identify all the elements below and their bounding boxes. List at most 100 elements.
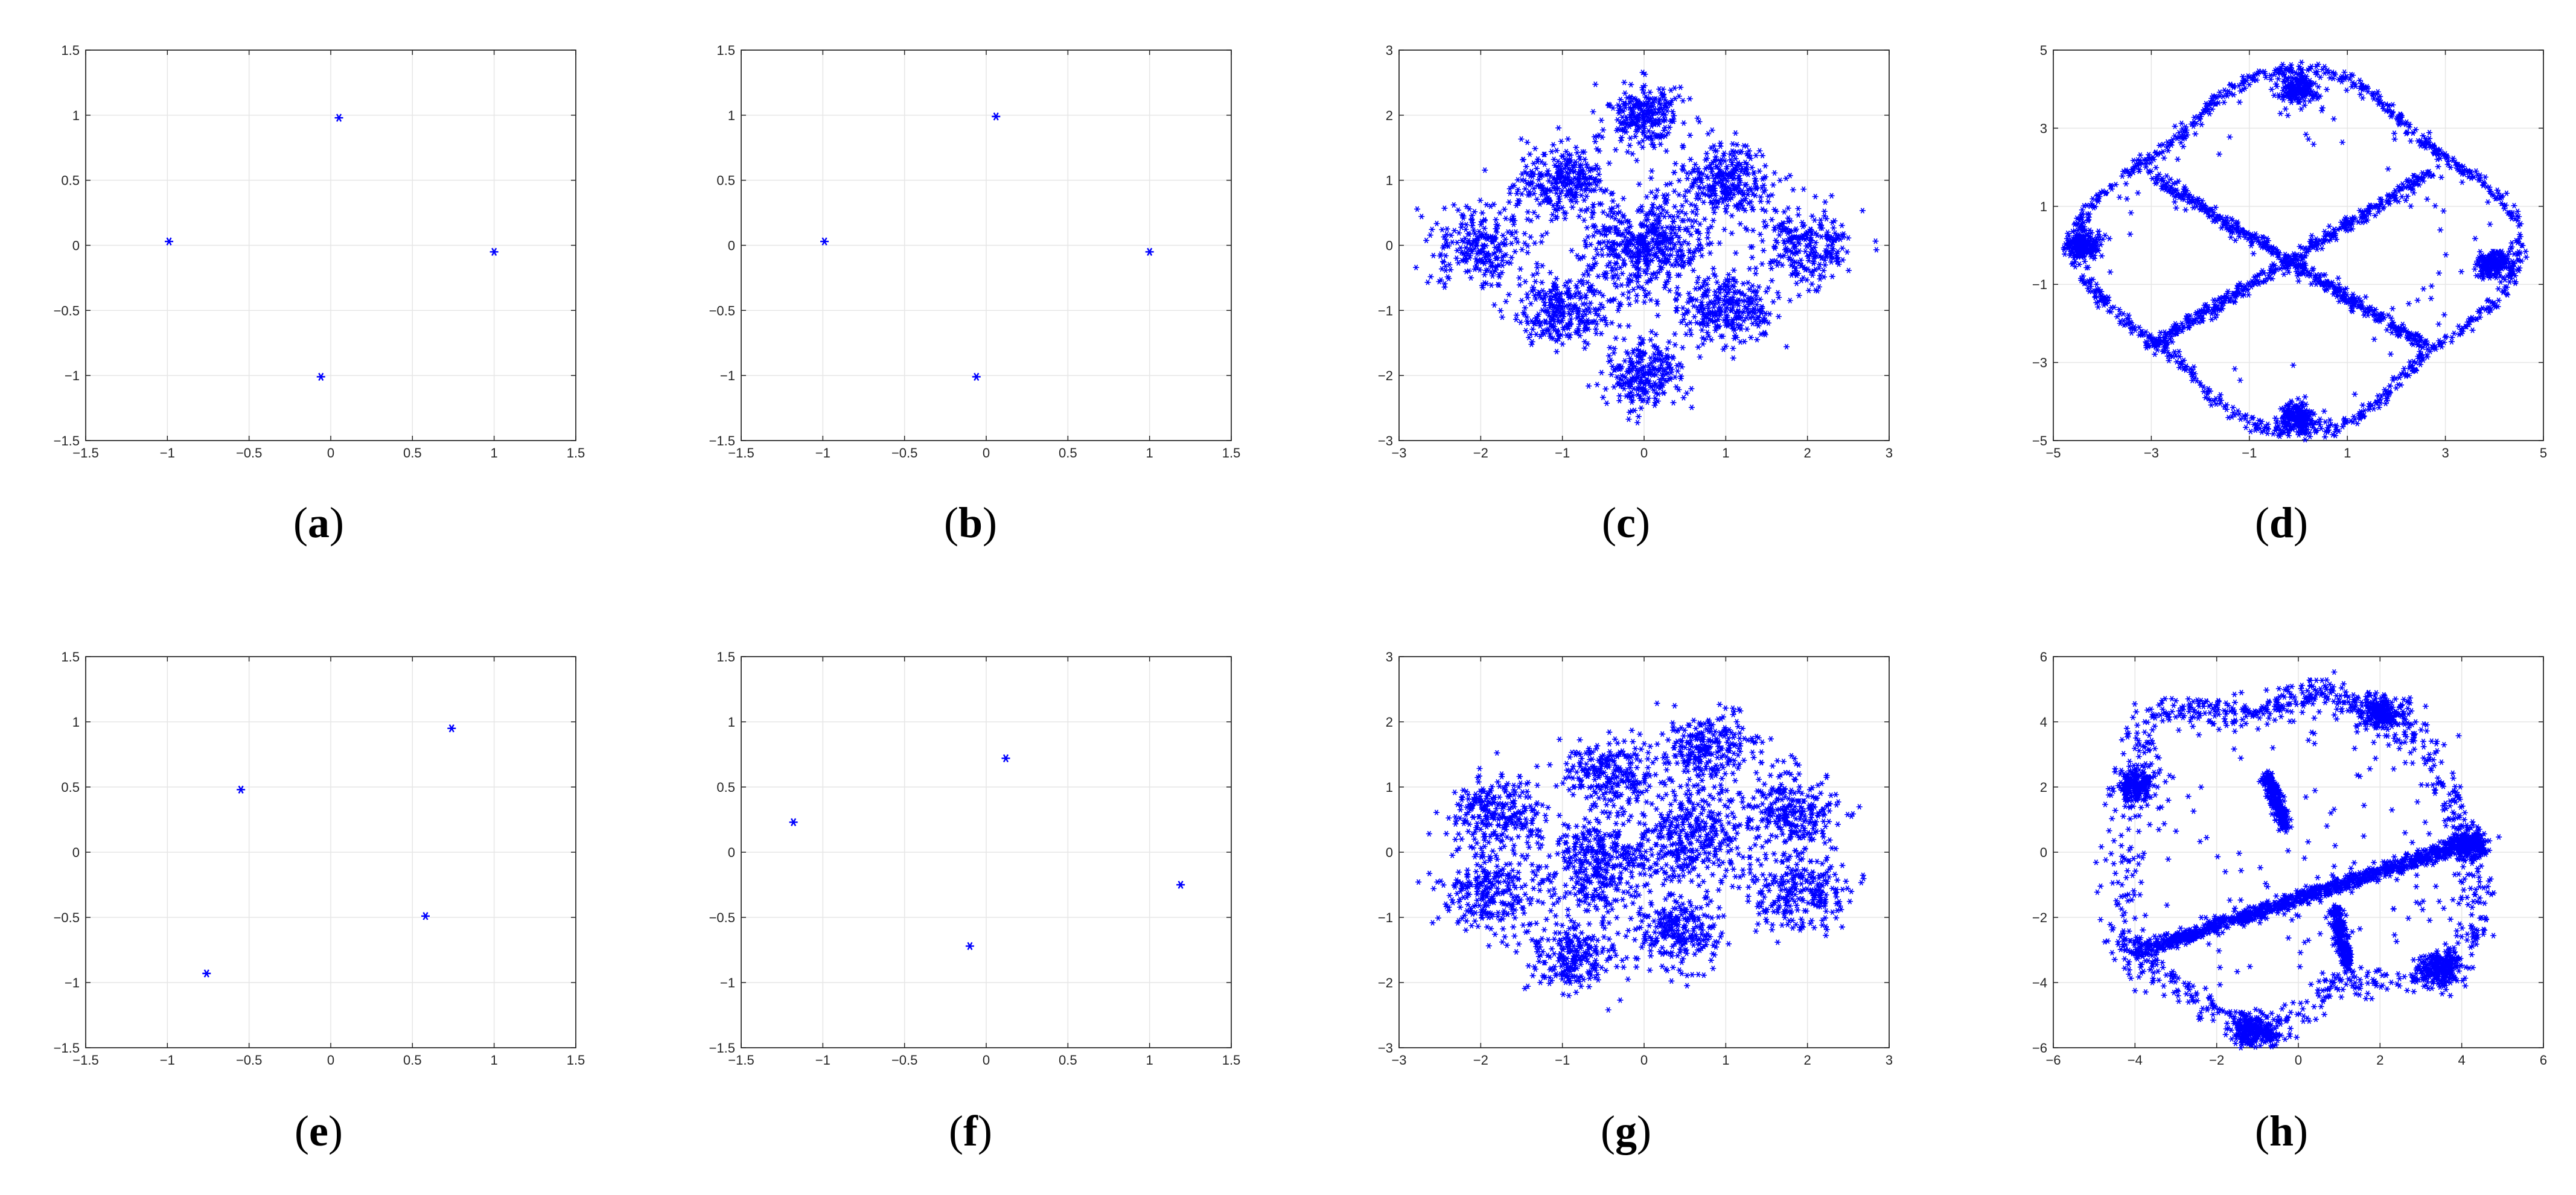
panel-caption: (d) xyxy=(2255,499,2308,547)
x-tick-label: −3 xyxy=(2144,445,2159,460)
panel-caption: (g) xyxy=(1601,1107,1651,1155)
y-tick-label: 1 xyxy=(1386,780,1393,795)
y-tick-label: −1 xyxy=(1378,303,1393,318)
x-tick-label: −1 xyxy=(160,445,175,460)
y-tick-label: −1 xyxy=(2032,277,2047,292)
scatter-points xyxy=(1415,700,1867,1013)
scatter-points xyxy=(820,112,1154,381)
caption-close-paren: ) xyxy=(983,499,997,547)
y-tick-label: 0 xyxy=(728,845,735,860)
caption-close-paren: ) xyxy=(1636,499,1650,547)
panel-e: −1.5 −1 −0.5 0 0.5 1 1.5 1.5 1 0.5 0 −0.5 −1 −1.5 (e) xyxy=(54,649,585,1155)
x-tick-label: −0.5 xyxy=(236,1053,262,1068)
x-tick-label: 1 xyxy=(491,1053,498,1068)
x-tick-label: −2 xyxy=(1473,445,1488,460)
y-tick-label: 0.5 xyxy=(61,173,80,188)
caption-letter: e xyxy=(309,1107,328,1155)
x-tick-label: 1 xyxy=(2344,445,2351,460)
x-tick-label: −1 xyxy=(2242,445,2257,460)
x-tick-label: −3 xyxy=(1391,1053,1406,1068)
y-tick-label: 4 xyxy=(2040,715,2047,730)
y-tick-label: −1 xyxy=(720,975,735,990)
caption-open-paren: ( xyxy=(295,1107,309,1155)
x-tick-label: −1 xyxy=(815,445,831,460)
y-tick-label: 6 xyxy=(2040,649,2047,664)
x-tick-label: 1 xyxy=(1146,445,1153,460)
y-tick-label: 3 xyxy=(1386,649,1393,664)
y-tick-label: 0.5 xyxy=(716,780,735,795)
y-tick-label: −2 xyxy=(2032,910,2047,925)
scatter-points xyxy=(202,724,456,978)
y-tick-label: −1 xyxy=(1378,910,1393,925)
y-tick-label: 0 xyxy=(1386,238,1393,253)
y-tick-label: −6 xyxy=(2032,1040,2047,1056)
x-tick-label: 4 xyxy=(2458,1053,2466,1068)
panel-g: −3 −2 −1 0 1 2 3 3 2 1 0 −1 −2 −3 (g) xyxy=(1378,649,1893,1155)
caption-close-paren: ) xyxy=(330,499,344,547)
panel-caption: (f) xyxy=(949,1107,992,1155)
y-tick-label: 1 xyxy=(2040,199,2047,214)
caption-close-paren: ) xyxy=(978,1107,992,1155)
caption-letter: b xyxy=(958,499,983,547)
x-tick-label: −3 xyxy=(1391,445,1406,460)
caption-open-paren: ( xyxy=(944,499,958,547)
scatter-points xyxy=(165,113,499,381)
caption-open-paren: ( xyxy=(1602,499,1616,547)
axes-border xyxy=(2053,656,2544,1048)
caption-open-paren: ( xyxy=(293,499,308,547)
scatter-points xyxy=(1413,69,1879,425)
y-tick-label: −1 xyxy=(65,368,80,383)
y-tick-label: −1.5 xyxy=(709,433,735,448)
y-tick-label: 2 xyxy=(2040,780,2047,795)
x-tick-label: −0.5 xyxy=(891,1053,917,1068)
x-tick-label: −2 xyxy=(1473,1053,1488,1068)
caption-letter: c xyxy=(1616,499,1636,547)
caption-letter: g xyxy=(1615,1107,1637,1155)
y-tick-label: −3 xyxy=(1378,433,1393,448)
panel-caption: (h) xyxy=(2255,1107,2308,1155)
x-tick-label: −0.5 xyxy=(236,445,262,460)
x-tick-label: 1.5 xyxy=(567,445,585,460)
x-tick-label: −1.5 xyxy=(728,1053,754,1068)
y-tick-label: −0.5 xyxy=(54,910,80,925)
y-tick-label: 2 xyxy=(1386,108,1393,123)
x-tick-label: 0.5 xyxy=(1059,1053,1077,1068)
y-tick-label: −4 xyxy=(2032,975,2047,990)
x-tick-label: 1.5 xyxy=(1222,1053,1241,1068)
y-tick-label: 0 xyxy=(72,238,80,253)
y-tick-label: −2 xyxy=(1378,368,1393,383)
x-tick-label: 3 xyxy=(1886,1053,1893,1068)
caption-letter: d xyxy=(2269,499,2294,547)
y-tick-label: −3 xyxy=(2032,355,2047,371)
y-tick-label: 1.5 xyxy=(716,43,735,58)
y-tick-label: 0 xyxy=(728,238,735,253)
scatter-points xyxy=(2093,669,2502,1051)
panel-caption: (a) xyxy=(293,499,344,547)
x-tick-label: 1 xyxy=(491,445,498,460)
panel-caption: (c) xyxy=(1602,499,1650,547)
y-tick-label: −1 xyxy=(65,975,80,990)
panel-h: −6 −4 −2 0 2 4 6 6 4 2 0 −2 −4 −6 (h) xyxy=(2032,649,2547,1155)
x-tick-label: 2 xyxy=(1804,445,1811,460)
x-tick-label: −1 xyxy=(160,1053,175,1068)
x-tick-label: 3 xyxy=(1886,445,1893,460)
axes-border xyxy=(1398,49,1890,441)
y-tick-label: −1.5 xyxy=(54,1040,80,1056)
y-tick-label: 3 xyxy=(1386,43,1393,58)
scatter-points xyxy=(2061,59,2530,443)
y-tick-label: 1 xyxy=(1386,173,1393,188)
caption-open-paren: ( xyxy=(2255,1107,2269,1155)
x-tick-label: 1 xyxy=(1722,1053,1729,1068)
x-tick-label: 0 xyxy=(983,1053,990,1068)
axes-border xyxy=(741,656,1232,1048)
caption-close-paren: ) xyxy=(328,1107,343,1155)
x-tick-label: −1.5 xyxy=(728,445,754,460)
y-tick-label: −3 xyxy=(1378,1040,1393,1056)
x-tick-label: 1.5 xyxy=(567,1053,585,1068)
y-tick-label: 0.5 xyxy=(61,780,80,795)
y-tick-label: 2 xyxy=(1386,715,1393,730)
x-tick-label: 0 xyxy=(327,445,334,460)
y-tick-label: −1.5 xyxy=(709,1040,735,1056)
y-tick-label: −0.5 xyxy=(54,303,80,318)
x-tick-label: −2 xyxy=(2209,1053,2224,1068)
